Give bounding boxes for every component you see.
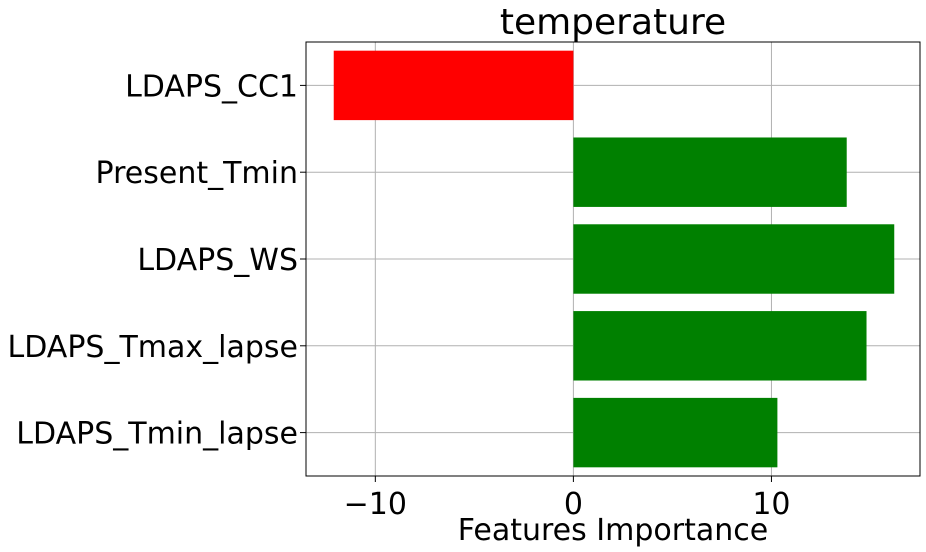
bar-ldaps-tmax-lapse [573,311,867,381]
bar-present-tmin [573,137,847,207]
x-tick-label: 10 [752,487,790,522]
y-tick-label: LDAPS_Tmax_lapse [8,330,298,365]
bar-ldaps-ws [573,224,895,294]
x-tick-label: 0 [564,487,583,522]
chart-title: temperature [500,2,726,43]
bars [333,50,895,468]
y-tick-label: LDAPS_WS [137,243,298,278]
bar-ldaps-cc1 [333,50,574,121]
x-tick-label: −10 [344,487,407,522]
y-tick-label: LDAPS_Tmin_lapse [16,417,298,452]
y-tick-label: LDAPS_CC1 [125,69,298,104]
y-tick-label: Present_Tmin [96,156,298,191]
ticks: −10 0 10 LDAPS_CC1 Present_Tmin LDAPS_WS LDAPS… [8,69,791,522]
x-axis-label: Features Importance [458,513,768,548]
bar-ldaps-tmin-lapse [573,397,778,468]
